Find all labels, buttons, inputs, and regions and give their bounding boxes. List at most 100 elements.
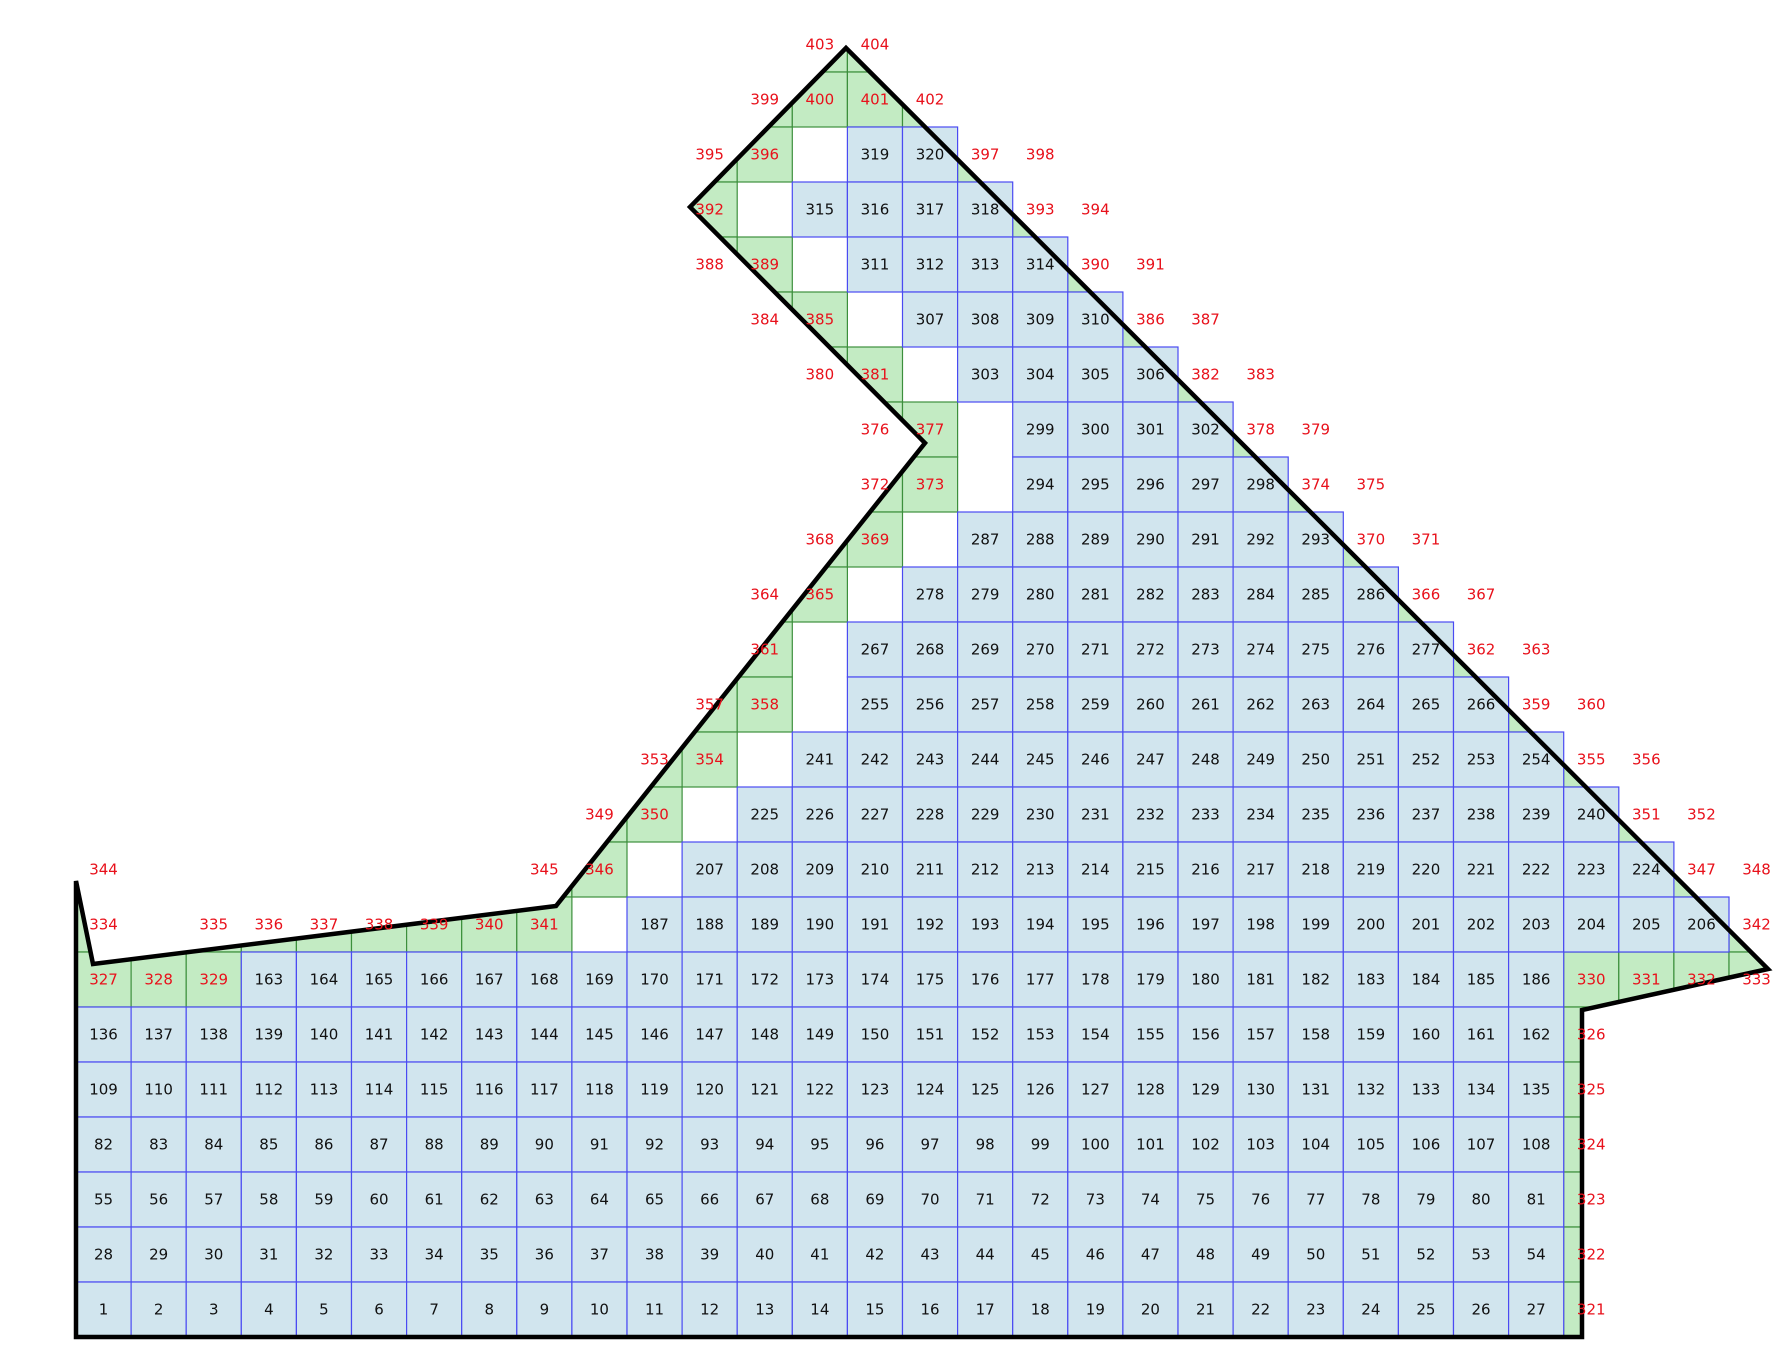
interior-cell-311: [846, 236, 904, 293]
cell-label-187: 187: [640, 916, 669, 934]
cell-label-92: 92: [645, 1136, 664, 1154]
boundary-label-397: 397: [971, 146, 1000, 164]
boundary-label-338: 338: [365, 916, 394, 934]
cell-label-293: 293: [1301, 531, 1330, 549]
interior-cell-304: [1012, 346, 1069, 403]
cell-label-122: 122: [806, 1081, 835, 1099]
interior-cell-267: [846, 621, 904, 678]
interior-cell-254: [1507, 731, 1565, 788]
cell-label-53: 53: [1472, 1246, 1491, 1264]
interior-cell-164: [295, 951, 353, 1008]
boundary-label-395: 395: [695, 146, 724, 164]
cell-label-175: 175: [916, 971, 945, 989]
interior-cell-161: [1452, 1006, 1510, 1063]
cell-label-261: 261: [1191, 696, 1220, 714]
interior-cell-221: [1452, 841, 1510, 898]
interior-cell-273: [1177, 621, 1234, 678]
interior-cell-171: [681, 951, 738, 1008]
cell-label-309: 309: [1026, 311, 1055, 329]
interior-cell-289: [1067, 511, 1124, 568]
cell-label-314: 314: [1026, 256, 1055, 274]
cell-label-129: 129: [1191, 1081, 1220, 1099]
cell-label-119: 119: [640, 1081, 669, 1099]
boundary-cell-329: [185, 951, 242, 1008]
cell-label-272: 272: [1136, 641, 1165, 659]
cell-label-204: 204: [1577, 916, 1606, 934]
cell-label-212: 212: [971, 861, 1000, 879]
cell-label-292: 292: [1246, 531, 1275, 549]
cell-label-145: 145: [585, 1026, 614, 1044]
boundary-label-363: 363: [1522, 641, 1551, 659]
cell-label-282: 282: [1136, 586, 1165, 604]
cell-label-18: 18: [1031, 1301, 1050, 1319]
cell-label-250: 250: [1301, 751, 1330, 769]
interior-cell-116: [461, 1061, 518, 1118]
interior-cell-241: [791, 731, 848, 788]
cell-label-198: 198: [1246, 916, 1275, 934]
interior-cell-252: [1397, 731, 1455, 788]
interior-cell-17: [956, 1281, 1014, 1338]
cell-label-1: 1: [99, 1301, 109, 1319]
interior-cell-224: [1618, 841, 1675, 898]
interior-cell-142: [406, 1006, 463, 1063]
cell-label-80: 80: [1472, 1191, 1491, 1209]
cell-label-55: 55: [94, 1191, 113, 1209]
cell-label-216: 216: [1191, 861, 1220, 879]
cell-label-275: 275: [1301, 641, 1330, 659]
cell-label-181: 181: [1246, 971, 1275, 989]
cell-label-310: 310: [1081, 311, 1110, 329]
domain-outline: [73, 44, 1773, 1340]
cell-label-267: 267: [861, 641, 890, 659]
boundary-label-393: 393: [1026, 201, 1055, 219]
cell-label-243: 243: [916, 751, 945, 769]
interior-cell-77: [1287, 1171, 1344, 1228]
cell-label-180: 180: [1191, 971, 1220, 989]
cell-label-265: 265: [1412, 696, 1441, 714]
interior-cell-306: [1122, 346, 1179, 403]
cell-label-174: 174: [861, 971, 890, 989]
boundary-label-335: 335: [199, 916, 228, 934]
cell-label-52: 52: [1416, 1246, 1435, 1264]
interior-cell-222: [1507, 841, 1565, 898]
cell-label-228: 228: [916, 806, 945, 824]
boundary-label-369: 369: [861, 531, 890, 549]
interior-cell-265: [1397, 676, 1455, 733]
cell-label-248: 248: [1191, 751, 1220, 769]
cell-label-87: 87: [370, 1136, 389, 1154]
cell-label-158: 158: [1301, 1026, 1330, 1044]
cell-label-56: 56: [149, 1191, 168, 1209]
cell-label-43: 43: [921, 1246, 940, 1264]
interior-cell-282: [1122, 566, 1179, 623]
interior-cell-132: [1342, 1061, 1400, 1118]
cell-label-233: 233: [1191, 806, 1220, 824]
cell-label-205: 205: [1632, 916, 1661, 934]
cell-label-280: 280: [1026, 586, 1055, 604]
interior-cell-151: [901, 1006, 959, 1063]
cell-label-60: 60: [370, 1191, 389, 1209]
cell-label-134: 134: [1467, 1081, 1496, 1099]
interior-cell-280: [1012, 566, 1069, 623]
cell-label-150: 150: [861, 1026, 890, 1044]
cell-label-140: 140: [310, 1026, 339, 1044]
interior-cell-287: [956, 511, 1014, 568]
cell-label-155: 155: [1136, 1026, 1165, 1044]
cell-label-20: 20: [1141, 1301, 1160, 1319]
interior-cell-62: [461, 1171, 518, 1228]
interior-cell-198: [1232, 896, 1289, 953]
interior-cell-108: [1507, 1116, 1565, 1173]
cell-label-121: 121: [750, 1081, 779, 1099]
interior-cell-97: [901, 1116, 959, 1173]
cell-label-305: 305: [1081, 366, 1110, 384]
cell-label-253: 253: [1467, 751, 1496, 769]
cell-label-264: 264: [1357, 696, 1386, 714]
interior-cell-264: [1342, 676, 1400, 733]
interior-cell-102: [1177, 1116, 1234, 1173]
cell-label-21: 21: [1196, 1301, 1215, 1319]
cell-label-286: 286: [1357, 586, 1386, 604]
cell-label-178: 178: [1081, 971, 1110, 989]
cell-label-169: 169: [585, 971, 614, 989]
cell-label-104: 104: [1301, 1136, 1330, 1154]
cell-label-287: 287: [971, 531, 1000, 549]
cell-label-259: 259: [1081, 696, 1110, 714]
cell-label-166: 166: [420, 971, 449, 989]
